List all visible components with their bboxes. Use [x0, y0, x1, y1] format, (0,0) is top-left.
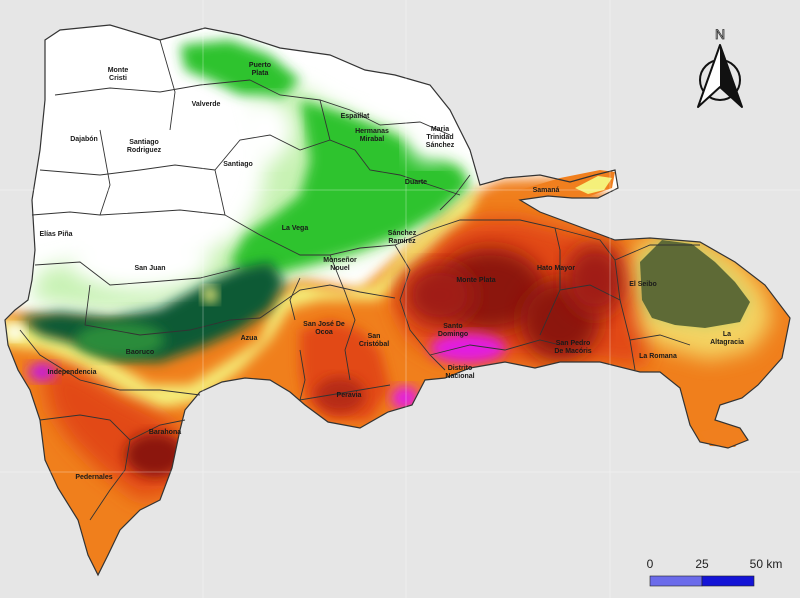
scale-tick-0: 0	[647, 557, 654, 571]
province-label-la-altagracia: La Altagracia	[710, 331, 744, 346]
province-label-san-jose-de-ocoa: San José De Ocoa	[303, 321, 345, 336]
province-label-duarte: Duarte	[405, 179, 427, 186]
province-label-el-seibo: El Seibo	[629, 281, 657, 288]
province-label-barahona: Barahona	[149, 429, 181, 436]
province-label-la-romana: La Romana	[639, 353, 677, 360]
north-letter: N	[715, 26, 725, 42]
province-label-pedernales: Pedernales	[75, 474, 112, 481]
province-label-azua: Azua	[241, 335, 258, 342]
province-label-monte-plata: Monte Plata	[456, 277, 495, 284]
province-label-dajabon: Dajabón	[70, 136, 98, 143]
north-arrow: N	[697, 26, 743, 108]
province-labels: Monte Cristi Puerto Plata Valverde Espaillat H…	[39, 62, 744, 481]
province-label-hato-mayor: Hato Mayor	[537, 265, 575, 272]
province-label-valverde: Valverde	[192, 101, 221, 108]
province-label-monsenor-nouel: Monseñor Nouel	[323, 257, 357, 272]
province-label-monte-cristi: Monte Cristi	[108, 67, 129, 82]
province-label-santiago-rodriguez: Santiago Rodriguez	[127, 139, 162, 154]
province-label-santiago: Santiago	[223, 161, 253, 168]
province-boundaries	[19, 39, 700, 521]
province-label-san-pedro-de-macoris: San Pedro De Macóris	[554, 340, 591, 355]
scale-tick-25: 25	[695, 557, 709, 571]
saona-island	[700, 425, 745, 447]
province-label-espaillat: Espaillat	[341, 113, 370, 120]
province-label-samana: Samaná	[533, 187, 560, 194]
province-label-sanchez-ramirez: Sánchez Ramírez	[388, 230, 417, 245]
scale-segment-2	[701, 575, 755, 587]
province-label-baoruco: Baoruco	[126, 349, 154, 356]
province-label-distrito-nacional: Distrito Nacional	[445, 365, 474, 380]
province-label-la-vega: La Vega	[282, 225, 309, 232]
province-label-hermanas-mirabal: Hermanas Mirabal	[355, 128, 389, 143]
scale-bar: 0 25 50 km	[647, 557, 783, 587]
province-label-san-juan: San Juan	[134, 265, 165, 272]
province-label-puerto-plata: Puerto Plata	[249, 62, 271, 77]
province-label-elias-pina: Elías Piña	[39, 231, 72, 238]
province-label-independencia: Independencia	[47, 369, 96, 376]
province-label-maria-trinidad-sanchez: Maria Trinidad Sánchez	[426, 126, 455, 149]
province-label-san-cristobal: San Cristóbal	[359, 333, 389, 348]
province-label-peravia: Peravia	[337, 392, 362, 399]
province-label-santo-domingo: Santo Domingo	[438, 323, 468, 338]
scale-segment-1	[649, 575, 703, 587]
scale-tick-50: 50 km	[750, 557, 783, 571]
